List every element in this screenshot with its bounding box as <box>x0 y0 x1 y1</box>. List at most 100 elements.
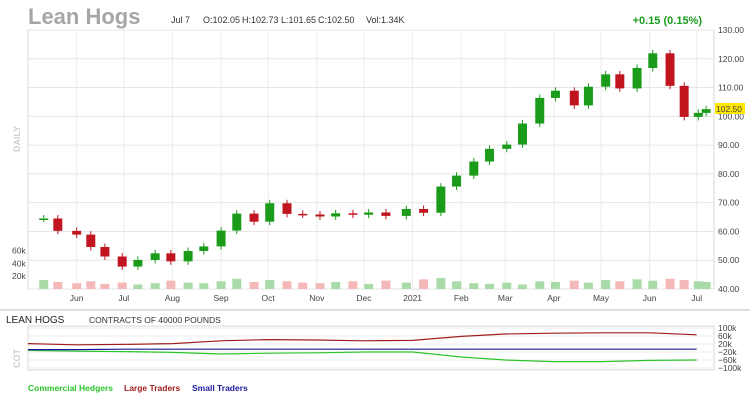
date-tick-label: Mar <box>498 293 513 303</box>
price-panel-frame <box>27 29 715 290</box>
volume-bar <box>265 280 275 289</box>
volume-bar <box>381 280 391 289</box>
volume-bar <box>419 279 429 289</box>
volume-bar <box>298 282 308 289</box>
candle <box>348 213 358 215</box>
candle <box>133 259 143 267</box>
date-tick-label: Jun <box>70 293 84 303</box>
date-tick-label: Sep <box>214 293 229 303</box>
price-grid <box>28 29 714 290</box>
candle <box>331 213 341 217</box>
volume-bar <box>601 280 611 289</box>
last-price-label: 102.50 <box>716 104 742 114</box>
candle <box>535 97 545 124</box>
candle <box>232 213 242 231</box>
cot-lines <box>27 332 697 363</box>
candle <box>632 67 642 89</box>
candle <box>282 203 292 214</box>
date-tick-label: Jul <box>118 293 129 303</box>
open-value: O:102.05 <box>203 15 240 25</box>
price-tick-label: 90.00 <box>718 140 740 150</box>
date-tick-label: Aug <box>165 293 180 303</box>
price-tick-label: 40.00 <box>718 284 740 294</box>
date-tick-label: 2021 <box>403 293 422 303</box>
candle <box>166 253 176 262</box>
candle <box>117 256 127 267</box>
candles <box>39 49 711 271</box>
volume-bar <box>517 284 527 289</box>
cot-line-commercial <box>27 349 697 363</box>
candle <box>469 161 479 176</box>
candle <box>693 112 703 117</box>
candle <box>249 213 259 222</box>
date-tick-label: Jun <box>643 293 657 303</box>
date-tick-label: Dec <box>356 293 372 303</box>
volume-bar <box>583 282 593 289</box>
legend-large: Large Traders <box>124 383 180 393</box>
close-value: C:102.50 <box>318 15 355 25</box>
candle <box>199 246 209 252</box>
volume-bar <box>39 280 49 289</box>
candle <box>86 234 96 247</box>
volume-bar <box>485 283 495 289</box>
volume-bar <box>569 280 579 289</box>
volume-tick-label: 20k <box>12 271 26 281</box>
candle <box>381 212 391 216</box>
price-tick-label: 70.00 <box>718 198 740 208</box>
date-tick-label: Apr <box>547 293 560 303</box>
candle <box>39 218 49 220</box>
volume-bar <box>436 278 446 289</box>
volume-bar <box>199 283 209 289</box>
last-price-tag <box>715 103 745 114</box>
volume-bar <box>282 281 292 289</box>
cot-title: LEAN HOGS <box>6 315 65 326</box>
candle <box>265 203 275 222</box>
volume-tick-label: 40k <box>12 258 26 268</box>
volume-bar <box>315 283 325 289</box>
volume-bar <box>469 283 479 289</box>
volume-bar <box>632 279 642 289</box>
price-axis: 130.00 120.00 110.00 100.00 90.00 80.00 70.00 6… <box>718 25 744 294</box>
candle <box>72 230 82 235</box>
price-tick-label: 50.00 <box>718 255 740 265</box>
date-tick-label: Oct <box>262 293 276 303</box>
price-change: +0.15 (0.15%) <box>633 15 703 27</box>
price-tick-label: 130.00 <box>718 25 744 35</box>
volume-bar <box>502 282 512 289</box>
price-tick-label: 60.00 <box>718 226 740 236</box>
candle <box>485 148 495 162</box>
candle <box>436 186 446 213</box>
date-axis: Jun Jul Aug Sep Oct Nov Dec 2021 Feb Mar Apr May Jun… <box>70 293 702 303</box>
period-label: DAILY <box>12 126 22 152</box>
cot-tick-label: 100k <box>718 323 737 333</box>
candle <box>53 218 63 231</box>
candle <box>502 144 512 149</box>
candle <box>419 208 429 213</box>
volume-bar <box>216 281 226 289</box>
candle <box>583 86 593 106</box>
volume-bar <box>364 283 374 289</box>
volume-bar <box>615 281 625 289</box>
price-tick-label: 100.00 <box>718 111 744 121</box>
volume-axis: 60k 40k 20k <box>12 245 26 281</box>
volume-bar <box>72 283 82 289</box>
candle <box>601 74 611 87</box>
candle <box>648 53 658 68</box>
volume-bar <box>535 281 545 289</box>
candle <box>517 123 527 145</box>
volume-bar <box>679 280 689 289</box>
low-value: L:101.65 <box>281 15 316 25</box>
volume-bar <box>648 280 658 289</box>
candle <box>216 230 226 247</box>
volume-bar <box>53 281 63 289</box>
volume-bar <box>86 281 96 289</box>
cot-side-label: COT <box>12 349 22 369</box>
candle <box>701 109 711 113</box>
volume-bar <box>331 281 341 289</box>
price-tick-label: 110.00 <box>718 83 744 93</box>
price-tick-label: 80.00 <box>718 169 740 179</box>
candle <box>298 213 308 216</box>
volume-tick-label: 60k <box>12 245 26 255</box>
candle <box>569 90 579 106</box>
